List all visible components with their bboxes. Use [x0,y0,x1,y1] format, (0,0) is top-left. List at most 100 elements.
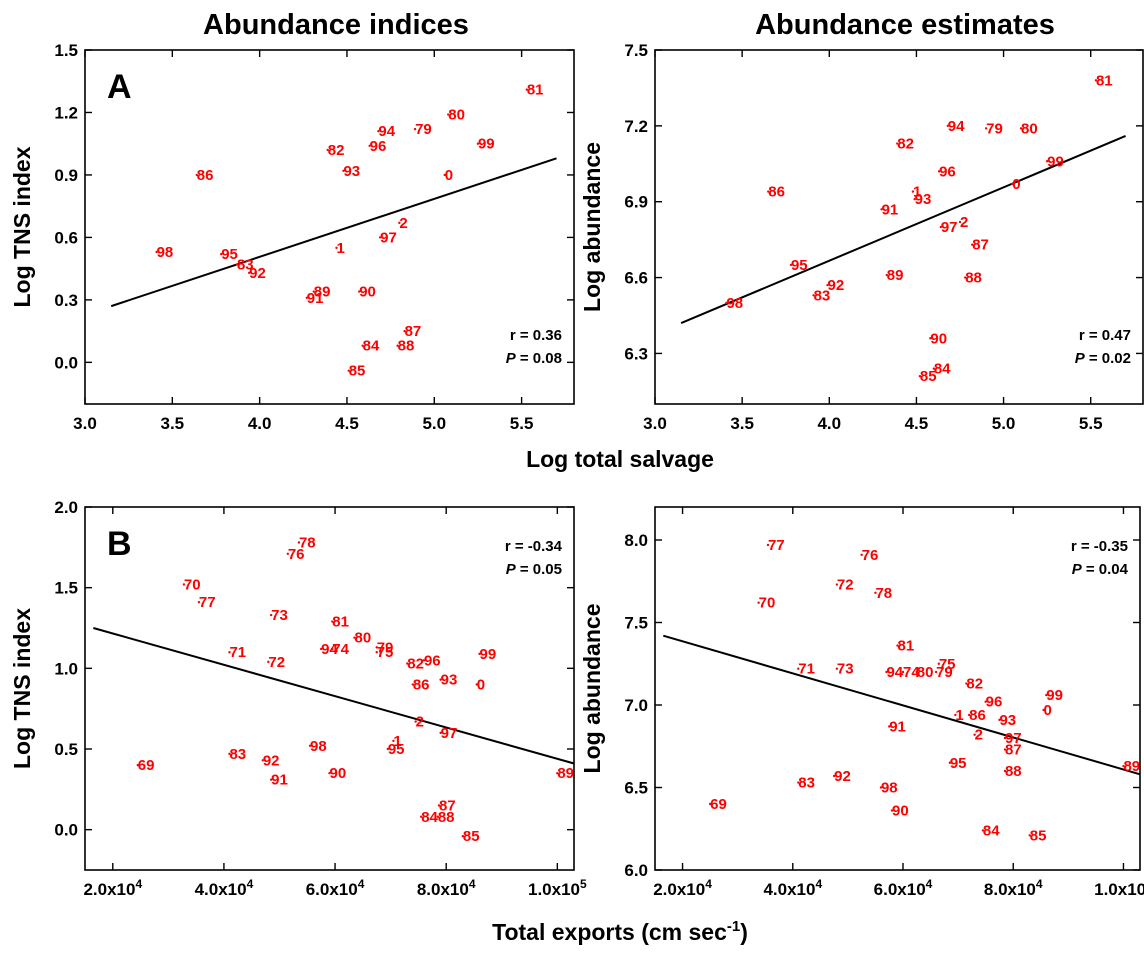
x-tick-label-mantissa: 4.0x10 [763,880,815,899]
data-point-marker [386,747,390,751]
plot-frame [84,49,575,405]
data-point-label: 87 [972,237,989,254]
data-point: 83 [797,775,815,792]
x-tick-label: 5.0 [422,414,446,433]
data-point-label: 93 [915,191,932,208]
data-point-marker [885,273,888,277]
stat-p-symbol: P [506,350,517,367]
data-point: 87 [403,323,421,340]
data-point-marker [414,720,417,723]
stat-p-value: = 0.04 [1082,561,1129,578]
data-point-marker [305,296,308,299]
data-point-marker [757,601,760,604]
data-point: 79 [934,664,953,681]
data-point: 94 [319,641,339,658]
data-point: 79 [375,639,394,656]
data-point: 82 [896,136,914,153]
x-tick-label: 8.0x104 [417,877,476,899]
data-point-marker [353,636,356,639]
x-tick-label-exponent: 4 [358,877,365,891]
data-point-label: 75 [939,656,956,673]
data-point: 98 [155,244,173,261]
data-point-marker [911,190,915,193]
data-point: 92 [247,265,266,282]
data-point-marker [447,113,450,116]
data-point: 83 [812,287,830,304]
x-tick-label: 4.5 [335,414,359,433]
data-point: 78 [874,585,892,602]
data-point: 83 [228,746,246,763]
data-point-label: 79 [377,639,394,656]
data-point: 84 [932,361,951,378]
data-point: 95 [789,257,808,274]
data-point: 0 [443,167,453,184]
data-point-label: 85 [349,363,366,380]
data-point: 84 [419,809,439,826]
data-point-label: 85 [920,368,937,385]
data-point-label: 80 [448,107,465,124]
data-point-marker [155,250,158,254]
y-tick-label: 6.3 [624,344,648,363]
y-tick-label: 0.3 [54,291,78,310]
x-tick-label: 3.5 [161,414,185,433]
data-point: 75 [937,656,956,673]
data-point: 93 [998,712,1016,729]
x-tick-label-mantissa: 1.0x10 [1094,880,1144,899]
data-point-label: 97 [380,229,397,246]
data-point-marker [880,208,883,211]
regression-line [93,627,575,765]
y-tick-label: 7.5 [624,614,648,633]
data-point: 98 [879,780,898,797]
data-point: 0 [1011,176,1021,193]
x-tick-label: 3.5 [730,414,754,433]
x-tick-label: 1.0x105 [1094,877,1144,899]
data-point: 96 [368,138,386,155]
data-point-marker [269,613,273,617]
x-tick-label-exponent: 4 [1036,877,1043,891]
data-point-marker [439,731,442,735]
data-point: 89 [885,267,903,284]
y-tick-label: 0.5 [54,740,78,759]
data-point-label: 76 [862,547,879,564]
data-point-label: 92 [263,752,280,769]
data-point-label: 91 [307,290,324,307]
data-point-label: 74 [332,641,349,658]
data-point: 82 [326,142,344,159]
data-point-marker [235,263,239,266]
data-point: 91 [888,718,906,735]
data-point-label: 80 [1021,120,1038,137]
data-point-label: 89 [1123,758,1140,775]
data-point: 2 [958,214,968,231]
data-point-label: 90 [330,765,347,782]
data-point-label: 96 [986,694,1003,711]
x-tick-label: 3.0 [73,414,97,433]
data-point-marker [998,718,1001,722]
data-point-label: 91 [271,772,288,789]
data-point: 88 [1003,763,1022,780]
data-point-marker [335,246,338,250]
data-point: 81 [896,638,914,655]
data-point-label: 83 [814,287,831,304]
stat-p: P = 0.04 [1072,561,1129,578]
data-point-marker [436,815,440,818]
data-point-label: 95 [791,257,808,274]
data-point-label: 90 [930,330,947,347]
data-point-label: 93 [441,672,458,689]
data-point-label: 94 [378,123,395,140]
y-tick-label: 0.0 [54,821,78,840]
x-tick-label-exponent: 4 [469,877,476,891]
data-point: 97 [939,219,958,236]
data-point-label: 85 [1030,827,1047,844]
data-point-marker [461,834,465,838]
data-point-marker [1094,79,1098,82]
x-tick-label-mantissa: 8.0x10 [417,880,469,899]
data-point: 89 [556,765,574,782]
panel-a-indices: 3.0 3.5 4.0 4.5 5.0 5.5 0.0 0.3 0.6 0.9 1.2 1.5 Log … [9,41,575,433]
row2-x-axis-title-sup: -1 [727,918,740,935]
data-point-marker [725,301,728,305]
data-point-marker [984,700,987,703]
data-point-marker [286,552,290,555]
data-point-marker [475,683,478,686]
data-point-label: 0 [477,676,485,693]
data-point: 73 [835,661,854,678]
